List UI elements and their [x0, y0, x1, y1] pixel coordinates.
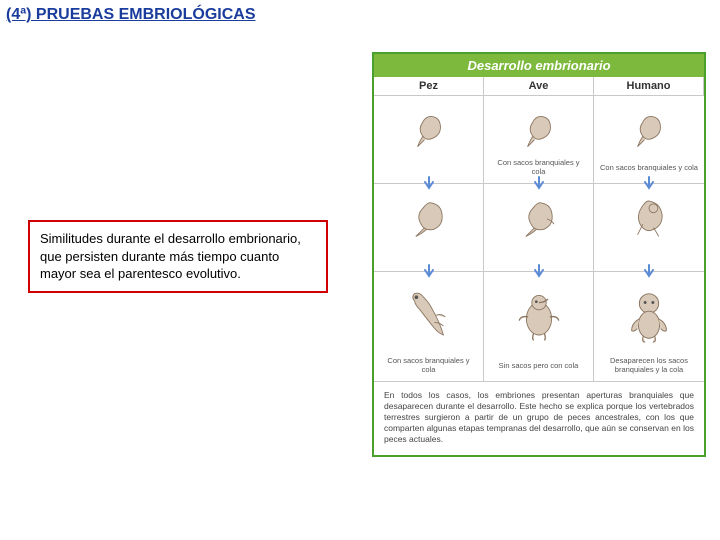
embryo-cell: Sin sacos pero con cola — [484, 272, 594, 382]
embryo-icon — [407, 108, 451, 152]
embryo-icon — [517, 196, 561, 240]
cell-label — [427, 159, 431, 177]
column-header: Humano — [594, 77, 704, 96]
column-header: Pez — [374, 77, 484, 96]
arrow-icon — [422, 264, 436, 278]
embryo-icon — [517, 108, 561, 152]
embryo-cell — [484, 184, 594, 272]
embryo-cell — [374, 96, 484, 184]
embryo-cell — [374, 184, 484, 272]
embryo-icon — [627, 108, 671, 152]
embryo-cell — [594, 184, 704, 272]
embryo-cell: Con sacos branquiales y cola — [374, 272, 484, 382]
cell-label: Con sacos branquiales y cola — [378, 357, 479, 375]
embryo-icon — [402, 290, 456, 344]
column-header: Ave — [484, 77, 594, 96]
embryo-cell: Desaparecen los sacos branquiales y la c… — [594, 272, 704, 382]
arrow-icon — [532, 176, 546, 190]
embryo-icon — [627, 196, 671, 240]
embryo-cell: Con sacos branquiales y cola — [484, 96, 594, 184]
arrow-icon — [422, 176, 436, 190]
figure-caption: En todos los casos, los embriones presen… — [374, 382, 704, 455]
cell-label — [427, 247, 431, 265]
cell-label — [647, 247, 651, 265]
page-title: (4ª) PRUEBAS EMBRIOLÓGICAS — [6, 6, 256, 24]
cell-label: Desaparecen los sacos branquiales y la c… — [598, 357, 700, 375]
cell-label: Con sacos branquiales y cola — [598, 159, 700, 177]
figure-grid: Pez Ave Humano Con sacos branquiales y c… — [374, 77, 704, 382]
arrow-icon — [642, 176, 656, 190]
cell-label: Sin sacos pero con cola — [497, 357, 581, 375]
cell-label — [537, 247, 541, 265]
embryo-cell: Con sacos branquiales y cola — [594, 96, 704, 184]
embryo-icon — [407, 196, 451, 240]
arrow-icon — [532, 264, 546, 278]
embryo-icon — [620, 288, 678, 346]
figure-header: Desarrollo embrionario — [374, 54, 704, 77]
cell-label: Con sacos branquiales y cola — [488, 159, 589, 177]
embryo-figure: Desarrollo embrionario Pez Ave Humano Co… — [372, 52, 706, 457]
description-textbox: Similitudes durante el desarrollo embrio… — [28, 220, 328, 293]
arrow-icon — [642, 264, 656, 278]
embryo-icon — [512, 290, 566, 344]
